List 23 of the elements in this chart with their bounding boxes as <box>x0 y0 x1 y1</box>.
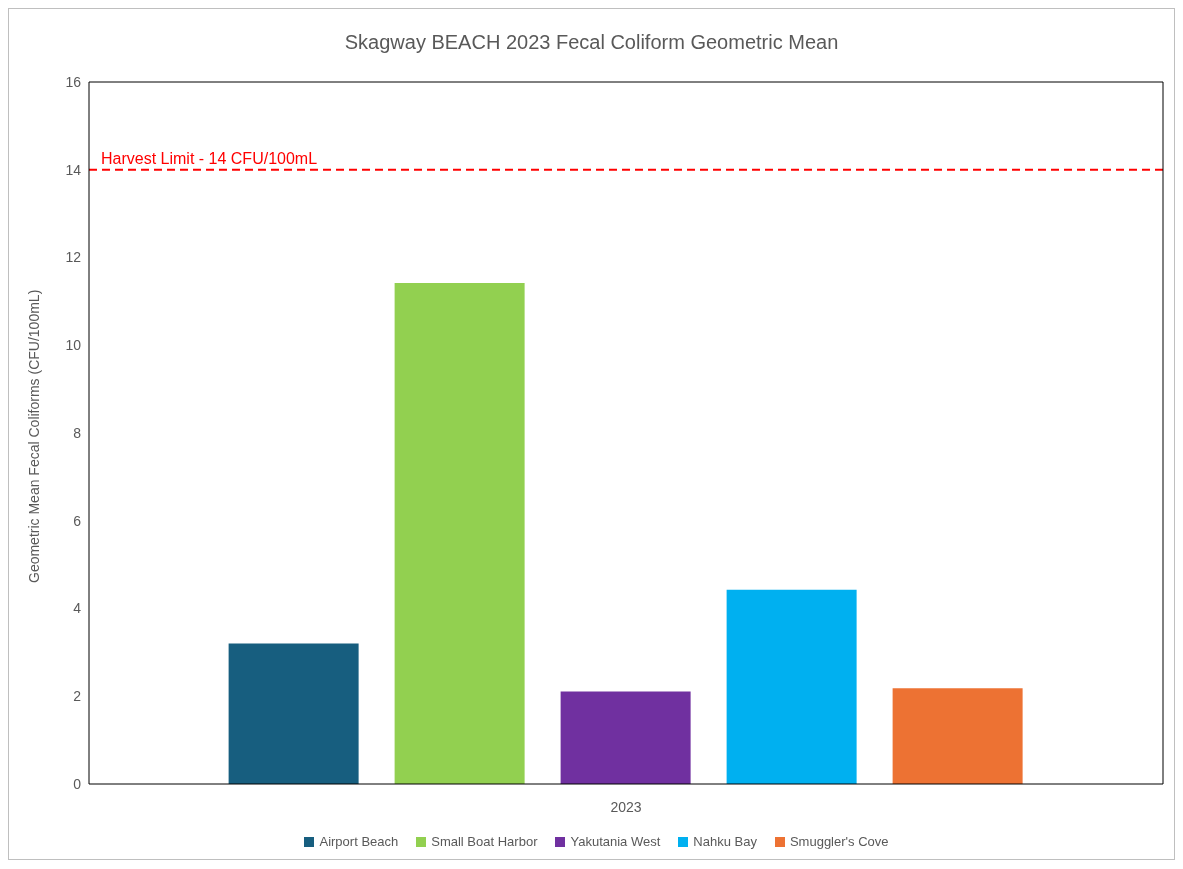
legend-label: Airport Beach <box>318 834 399 849</box>
y-tick-label: 2 <box>73 688 82 705</box>
legend-label: Nahku Bay <box>692 834 757 849</box>
chart-title: Skagway BEACH 2023 Fecal Coliform Geometric Mean <box>343 30 840 55</box>
ref-line-label: Harvest Limit - 14 CFU/100mL <box>101 149 318 167</box>
y-tick-label: 6 <box>73 512 82 529</box>
y-tick-label: 16 <box>65 73 82 90</box>
y-tick-label: 14 <box>65 161 82 178</box>
bar <box>560 691 691 784</box>
legend-label: Yakutania West <box>569 834 661 849</box>
y-tick-label: 8 <box>73 424 82 441</box>
bar <box>228 643 359 784</box>
legend-label: Small Boat Harbor <box>430 834 538 849</box>
y-axis-title: Geometric Mean Fecal Coliforms (CFU/100mL) <box>25 289 42 583</box>
bar <box>726 589 857 784</box>
bar <box>394 282 525 784</box>
x-tick-label: 2023 <box>610 798 642 815</box>
y-tick-label: 10 <box>65 337 82 354</box>
y-tick-label: 4 <box>73 600 82 617</box>
legend-label: Smuggler's Cove <box>788 834 889 849</box>
y-tick-label: 12 <box>65 249 82 266</box>
y-tick-label: 0 <box>73 775 82 792</box>
bar <box>892 688 1023 784</box>
